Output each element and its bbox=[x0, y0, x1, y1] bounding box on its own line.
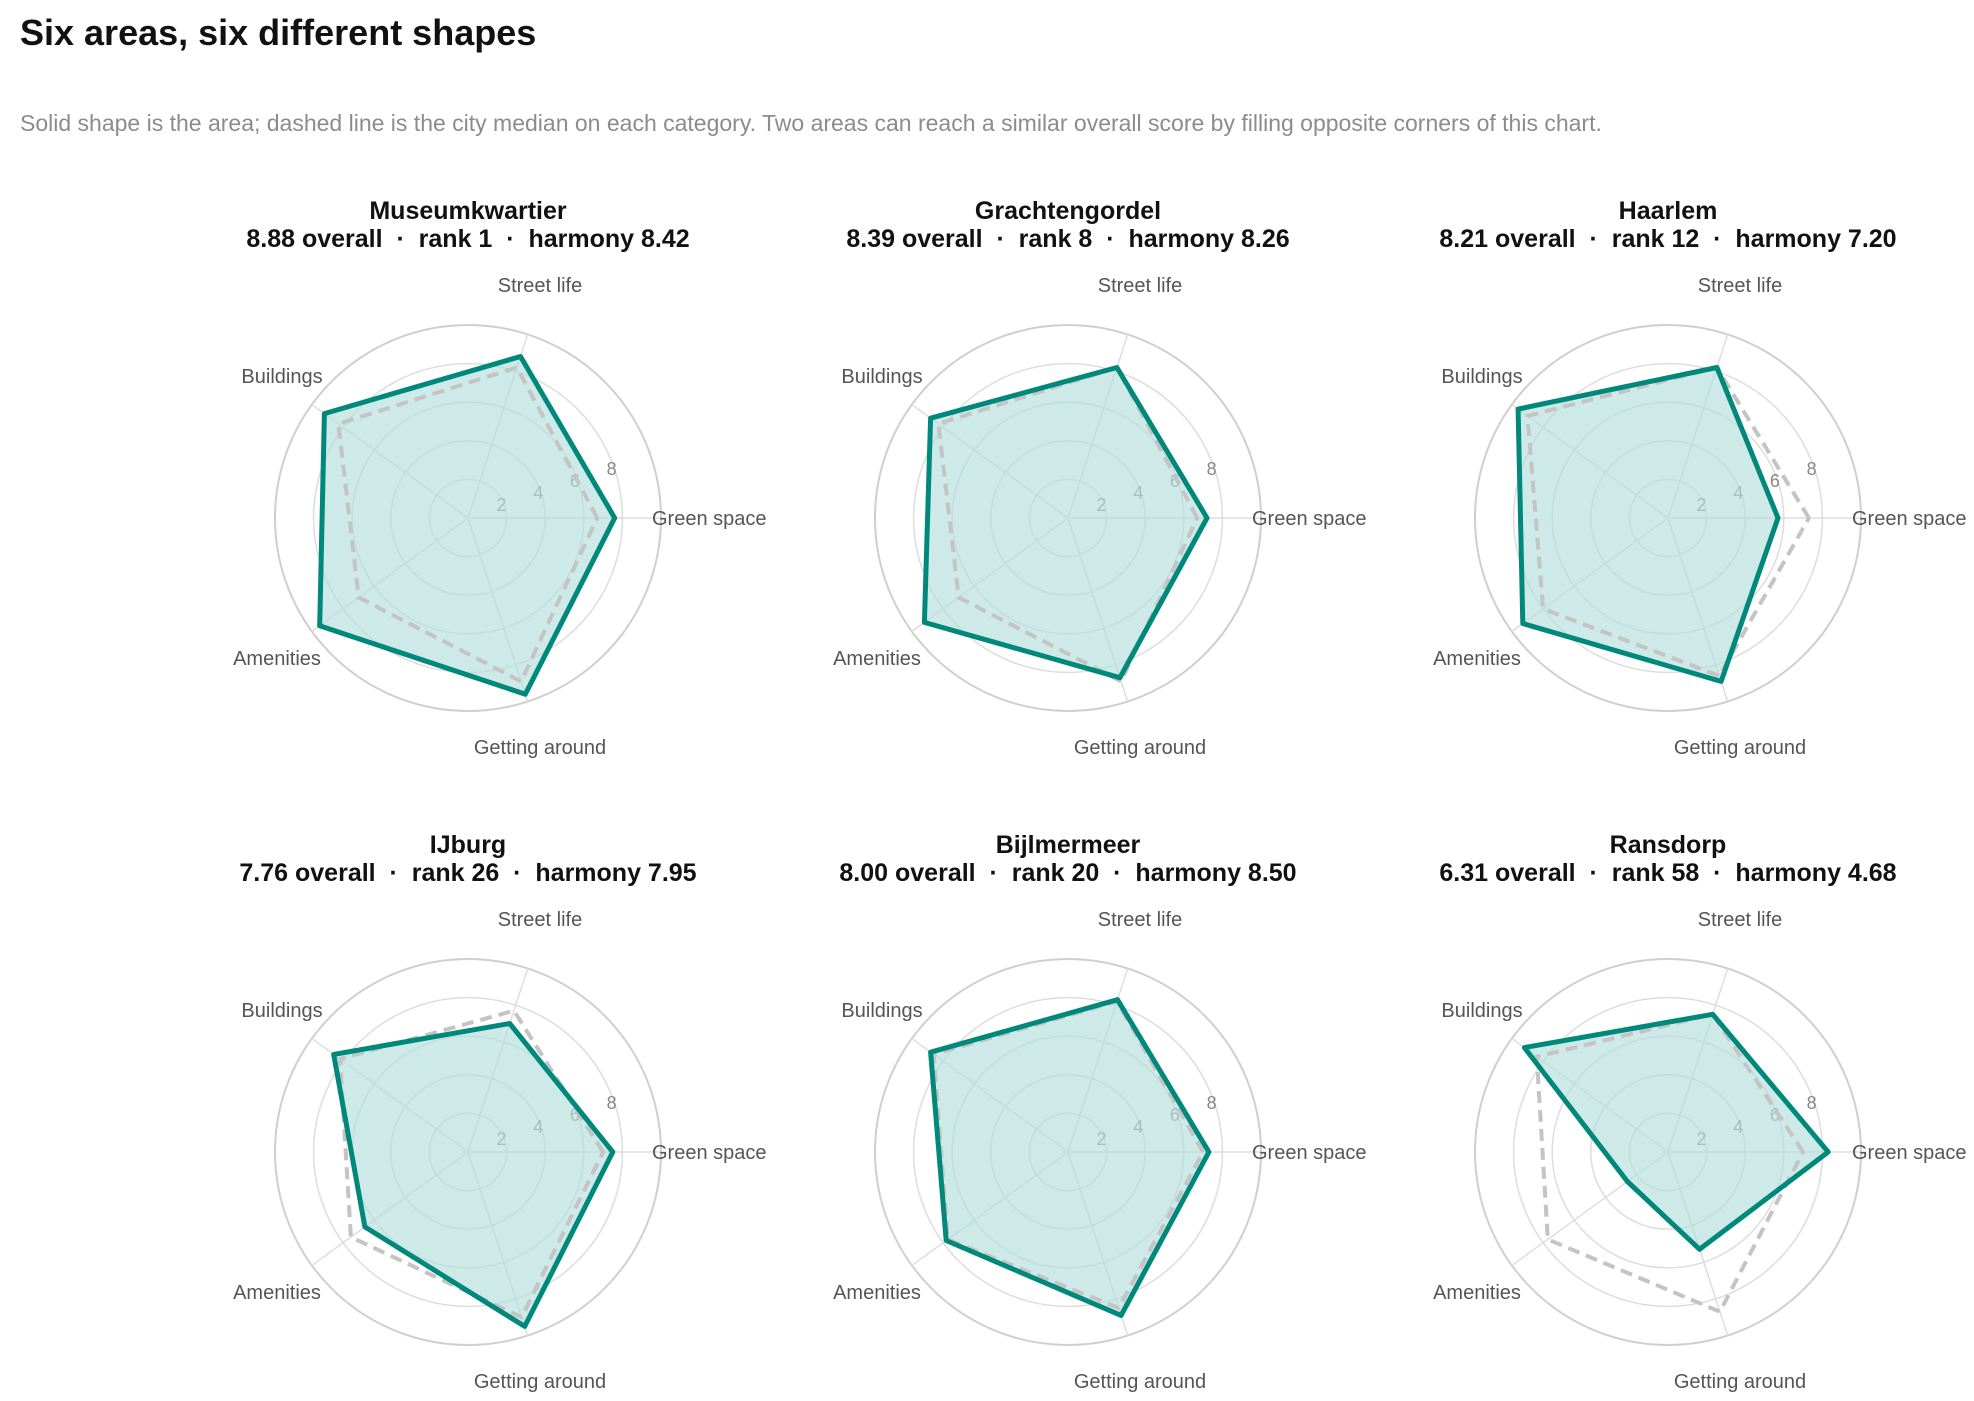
panel-subtitle: 8.88 overall · rank 1 · harmony 8.42 bbox=[246, 225, 689, 253]
radial-tick-label: 8 bbox=[1807, 1093, 1817, 1113]
area-fill bbox=[1524, 1014, 1829, 1250]
axis-label: Green space bbox=[652, 1142, 767, 1164]
axis-label: Green space bbox=[652, 508, 767, 530]
axis-label: Getting around bbox=[474, 1371, 606, 1393]
panel-subtitle: 8.39 overall · rank 8 · harmony 8.26 bbox=[846, 225, 1289, 253]
axis-label: Amenities bbox=[233, 648, 321, 670]
axis-label: Buildings bbox=[1441, 1000, 1522, 1022]
axis-label: Getting around bbox=[1074, 1371, 1206, 1393]
axis-label: Street life bbox=[498, 275, 582, 297]
page-title: Six areas, six different shapes bbox=[20, 12, 537, 53]
median-line bbox=[338, 1008, 606, 1320]
panel-title: Haarlem bbox=[1619, 197, 1718, 225]
axis-label: Amenities bbox=[233, 1282, 321, 1304]
area-line bbox=[1521, 1011, 1831, 1252]
axis-label: Green space bbox=[1252, 508, 1367, 530]
axis-label: Street life bbox=[1698, 909, 1782, 931]
panel-subtitle: 6.31 overall · rank 58 · harmony 4.68 bbox=[1439, 859, 1896, 887]
area-line bbox=[921, 365, 1210, 681]
radial-tick-label: 8 bbox=[607, 1093, 617, 1113]
axis-label: Buildings bbox=[241, 1000, 322, 1022]
axis-label: Amenities bbox=[1433, 1282, 1521, 1304]
area-fill bbox=[924, 367, 1207, 678]
axis-label: Green space bbox=[1852, 1142, 1967, 1164]
radial-tick-label: 8 bbox=[1207, 459, 1217, 479]
median-line bbox=[336, 365, 600, 684]
radial-tick-label: 8 bbox=[1807, 459, 1817, 479]
radial-tick-label: 8 bbox=[1207, 1093, 1217, 1113]
panel-subtitle: 8.00 overall · rank 20 · harmony 8.50 bbox=[839, 859, 1296, 887]
axis-label: Street life bbox=[1698, 275, 1782, 297]
radial-tick-label: 8 bbox=[607, 459, 617, 479]
median-line bbox=[1534, 1012, 1806, 1314]
area-fill bbox=[930, 999, 1209, 1316]
radial-tick-label: 6 bbox=[1770, 471, 1780, 491]
area-line bbox=[928, 997, 1212, 1318]
area-line bbox=[1515, 365, 1781, 684]
panel-subtitle: 7.76 overall · rank 26 · harmony 7.95 bbox=[239, 859, 696, 887]
axis-label: Amenities bbox=[1433, 648, 1521, 670]
axis-label: Getting around bbox=[474, 737, 606, 759]
panel-subtitle: 8.21 overall · rank 12 · harmony 7.20 bbox=[1439, 225, 1896, 253]
axis-label: Getting around bbox=[1074, 737, 1206, 759]
axis-label: Amenities bbox=[833, 648, 921, 670]
axis-label: Getting around bbox=[1674, 1371, 1806, 1393]
area-line bbox=[317, 354, 618, 697]
panel-title: Ransdorp bbox=[1610, 831, 1727, 859]
page-subtitle: Solid shape is the area; dashed line is … bbox=[20, 110, 1602, 136]
panel-title: Museumkwartier bbox=[369, 197, 567, 225]
axis-label: Street life bbox=[1098, 275, 1182, 297]
axis-label: Street life bbox=[498, 909, 582, 931]
axis-label: Buildings bbox=[841, 1000, 922, 1022]
panel-title: Grachtengordel bbox=[975, 197, 1161, 225]
area-fill bbox=[1518, 367, 1778, 682]
axis-label: Street life bbox=[1098, 909, 1182, 931]
axis-label: Buildings bbox=[241, 366, 322, 388]
axis-label: Buildings bbox=[1441, 366, 1522, 388]
axis-label: Amenities bbox=[833, 1282, 921, 1304]
panel-title: IJburg bbox=[430, 831, 506, 859]
axis-label: Buildings bbox=[841, 366, 922, 388]
axis-label: Getting around bbox=[1674, 737, 1806, 759]
area-fill bbox=[319, 356, 615, 695]
axis-label: Green space bbox=[1852, 508, 1967, 530]
area-fill bbox=[333, 1023, 613, 1327]
axis-label: Green space bbox=[1252, 1142, 1367, 1164]
area-line bbox=[331, 1021, 616, 1329]
panel-title: Bijlmermeer bbox=[996, 831, 1141, 859]
